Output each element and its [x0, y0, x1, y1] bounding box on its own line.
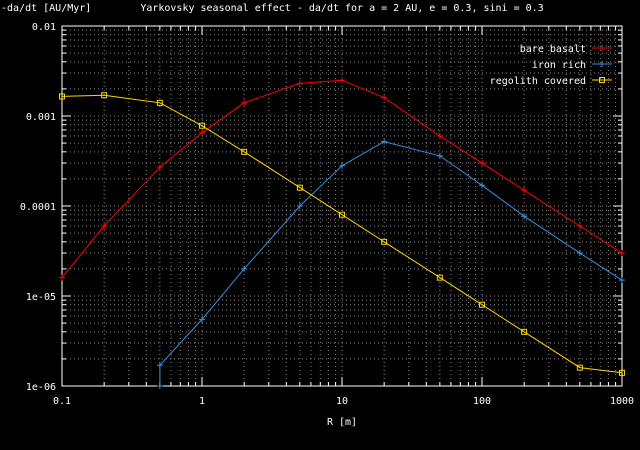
y-tick-label: 0.0001 — [20, 202, 56, 213]
data-point — [576, 250, 583, 257]
chart-title: Yarkovsky seasonal effect - da/dt for a … — [140, 3, 543, 14]
data-point — [199, 129, 205, 136]
data-point — [199, 122, 205, 129]
y-tick-label: 1e-06 — [26, 382, 56, 393]
data-point — [619, 369, 625, 376]
legend-label: regolith covered — [490, 76, 586, 87]
legend-marker — [599, 45, 605, 51]
data-point — [296, 184, 303, 191]
data-point — [436, 274, 443, 281]
data-point — [381, 94, 388, 101]
data-point — [479, 160, 485, 167]
data-point — [436, 132, 443, 139]
data-point — [156, 383, 163, 389]
legend-marker — [599, 77, 605, 83]
data-point — [576, 222, 583, 229]
series-line — [159, 141, 623, 386]
x-tick-label: 10 — [336, 396, 348, 407]
data-point — [521, 187, 528, 194]
x-tick-label: 100 — [473, 396, 491, 407]
x-axis-label: R [m] — [327, 417, 357, 428]
y-tick-label: 0.001 — [26, 112, 56, 123]
x-tick-label: 1 — [199, 396, 205, 407]
series-2 — [59, 92, 625, 376]
y-tick-label: 1e-05 — [26, 292, 56, 303]
legend-marker — [599, 61, 605, 67]
data-point — [156, 99, 163, 106]
data-point — [156, 164, 163, 171]
data-point — [479, 301, 485, 308]
data-point — [101, 222, 108, 229]
y-tick-label: 0.01 — [32, 22, 56, 33]
series-0 — [59, 77, 625, 281]
x-tick-label: 0.1 — [53, 396, 71, 407]
data-point — [59, 93, 65, 100]
legend-entry-1: iron rich — [532, 60, 612, 71]
series-line — [61, 94, 623, 374]
data-point — [619, 277, 625, 284]
legend-entry-0: bare basalt — [520, 44, 612, 55]
data-point — [199, 316, 205, 323]
legend-entry-2: regolith covered — [490, 76, 612, 87]
data-point — [101, 92, 108, 99]
data-point — [521, 328, 528, 335]
x-tick-label: 1000 — [610, 396, 634, 407]
data-point — [296, 80, 303, 87]
data-point — [241, 265, 248, 272]
data-point — [59, 274, 65, 281]
data-point — [381, 238, 388, 245]
data-point — [521, 213, 528, 220]
series-1 — [156, 138, 625, 389]
data-point — [576, 364, 583, 371]
data-point — [619, 250, 625, 257]
data-point — [339, 162, 345, 169]
data-point — [339, 77, 345, 84]
grid — [62, 26, 622, 386]
data-point — [296, 203, 303, 209]
data-point — [381, 138, 388, 145]
legend-label: bare basalt — [520, 44, 586, 55]
y-axis-label: -da/dt [AU/Myr] — [1, 3, 91, 14]
data-point — [479, 182, 485, 189]
data-point — [241, 148, 248, 155]
data-point — [436, 152, 443, 159]
data-point — [339, 211, 345, 218]
legend-label: iron rich — [532, 60, 586, 71]
data-point — [241, 99, 248, 106]
series-lines — [59, 77, 625, 389]
legend: bare basalt iron rich regolith covered — [490, 44, 612, 87]
data-point — [156, 362, 163, 369]
